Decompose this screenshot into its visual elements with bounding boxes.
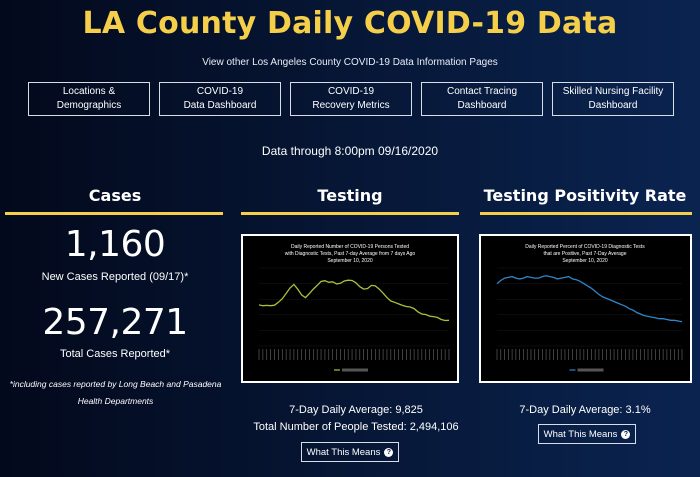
positivity-what-this-means-button[interactable]: What This Means? <box>538 424 636 444</box>
nav-button-label: Recovery Metrics <box>312 100 390 111</box>
cases-footnote: *including cases reported by Long Beach … <box>3 376 228 410</box>
total-cases-number: 257,271 <box>42 302 188 343</box>
button-label: What This Means <box>543 428 618 440</box>
positivity-chart-svg: Daily Reported Percent of COVID-19 Diagn… <box>496 244 683 372</box>
testing-total-people: Total Number of People Tested: 2,494,106 <box>253 421 459 433</box>
footnote-line: Health Departments <box>77 396 154 406</box>
new-cases-label: New Cases Reported (09/17)* <box>41 271 189 283</box>
question-icon: ? <box>384 447 394 457</box>
nav-button-label: Demographics <box>56 100 122 111</box>
positivity-heading: Testing Positivity Rate <box>483 186 687 205</box>
testing-what-this-means-button[interactable]: What This Means? <box>301 442 399 462</box>
nav-button-label: Skilled Nursing Facility <box>562 86 664 97</box>
question-icon: ? <box>621 429 631 439</box>
nav-button-label: Dashboard <box>588 100 638 111</box>
chart-title-line: September 10, 2020 <box>562 258 608 264</box>
nav-button-label: COVID-19 <box>196 86 244 97</box>
nav-button-label: Contact Tracing <box>446 86 518 97</box>
positivity-heading-rule <box>480 212 692 215</box>
chart-title-line: that are Positive, Past 7-Day Average <box>543 251 626 257</box>
nav-button-locations-demographics[interactable]: Locations & Demographics <box>28 82 150 116</box>
chart-series-line <box>258 279 450 322</box>
testing-heading-rule <box>241 212 459 215</box>
nav-button-label: COVID-19 <box>327 86 375 97</box>
testing-heading: Testing <box>317 186 383 205</box>
button-label: What This Means <box>306 446 381 458</box>
page-title: LA County Daily COVID-19 Data <box>82 6 618 41</box>
footnote-line: *including cases reported by Long Beach … <box>9 379 222 389</box>
nav-button-recovery-metrics[interactable]: COVID-19 Recovery Metrics <box>290 82 412 116</box>
page-subtitle: View other Los Angeles County COVID-19 D… <box>202 57 498 68</box>
legend-label-placeholder <box>342 368 368 372</box>
legend-label-placeholder <box>577 368 604 372</box>
nav-button-label: Data Dashboard <box>183 100 257 111</box>
cases-heading-rule <box>5 212 223 215</box>
positivity-7day-average: 7-Day Daily Average: 3.1% <box>519 404 651 416</box>
positivity-chart[interactable]: Daily Reported Percent of COVID-19 Diagn… <box>479 234 692 383</box>
testing-7day-average: 7-Day Daily Average: 9,825 <box>289 404 423 416</box>
nav-button-label: Dashboard <box>457 100 507 111</box>
nav-button-contact-tracing[interactable]: Contact Tracing Dashboard <box>421 82 543 116</box>
new-cases-number: 1,160 <box>64 224 166 265</box>
nav-button-skilled-nursing[interactable]: Skilled Nursing Facility Dashboard <box>552 82 674 116</box>
nav-button-label: Locations & <box>62 86 116 97</box>
data-through-timestamp: Data through 8:00pm 09/16/2020 <box>261 144 439 158</box>
chart-title-line: September 10, 2020 <box>327 258 373 264</box>
total-cases-label: Total Cases Reported* <box>59 348 171 360</box>
chart-title-line: with Diagnostic Tests, Past 7-day Averag… <box>285 251 416 257</box>
testing-chart-svg: Daily Reported Number of COVID-19 Person… <box>258 244 450 372</box>
chart-series-line <box>496 275 683 323</box>
chart-title-line: Daily Reported Percent of COVID-19 Diagn… <box>525 244 645 250</box>
nav-button-data-dashboard[interactable]: COVID-19 Data Dashboard <box>159 82 281 116</box>
cases-heading: Cases <box>88 186 142 205</box>
chart-title-line: Daily Reported Number of COVID-19 Person… <box>291 244 409 250</box>
testing-chart[interactable]: Daily Reported Number of COVID-19 Person… <box>241 234 459 383</box>
